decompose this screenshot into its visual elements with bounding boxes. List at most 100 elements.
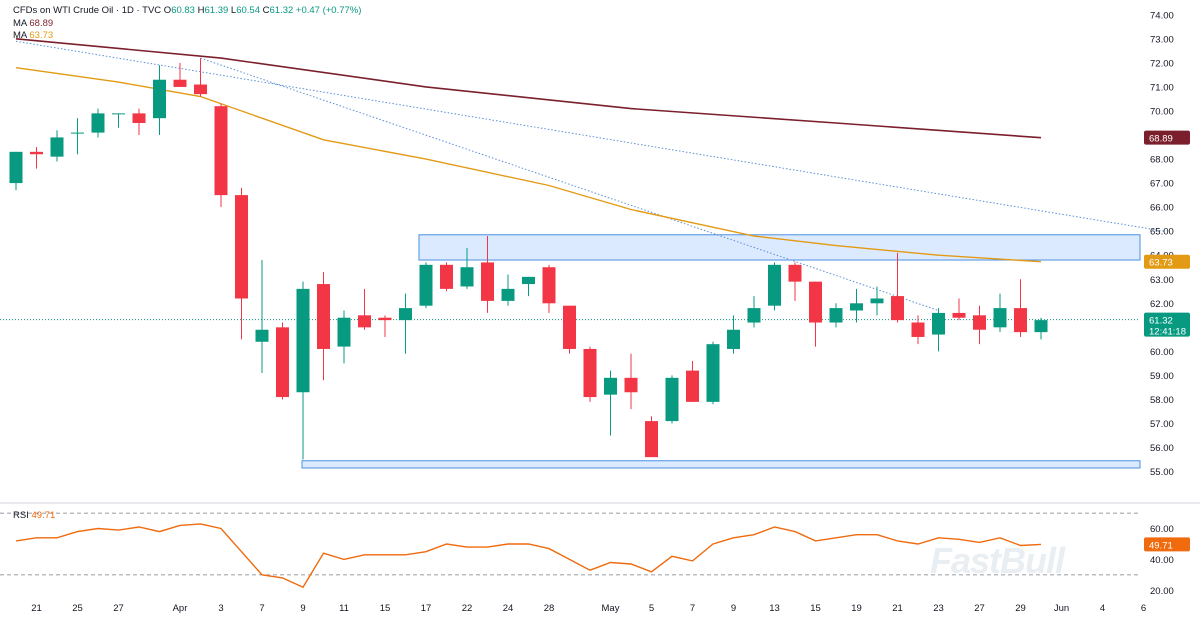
candle-body: [788, 264, 802, 282]
date-axis-label: 11: [339, 603, 349, 614]
price-axis-label: 65.00: [1150, 227, 1174, 238]
open-value: 60.83: [171, 5, 195, 16]
candle-body: [932, 312, 945, 335]
price-axis-label: 63.00: [1150, 275, 1174, 286]
ma-long-legend[interactable]: MA 68.89: [13, 18, 53, 29]
ma-short-label: MA: [13, 30, 27, 41]
ma-long-price-tag: [1144, 130, 1190, 145]
candle-body: [50, 137, 64, 157]
date-axis-label: 19: [851, 603, 862, 614]
candle-body: [768, 264, 781, 306]
candle-body: [645, 421, 658, 458]
symbol-title: CFDs on WTI Crude Oil · 1D · TVC: [13, 5, 162, 16]
rsi-line: [15, 523, 1042, 589]
candle-body: [993, 308, 1007, 328]
date-axis-label: 9: [300, 603, 305, 614]
ma-short-price-tag-text: 63.73: [1149, 258, 1173, 269]
price-axis-label: 56.00: [1150, 443, 1174, 454]
candle-body: [194, 84, 207, 95]
candle-body: [973, 315, 986, 330]
rsi-legend[interactable]: RSI 49.71: [13, 510, 55, 521]
candle-body: [337, 317, 351, 347]
rsi-axis-label: 20.00: [1150, 586, 1174, 597]
high-value: 61.39: [204, 5, 229, 16]
candle-body: [358, 315, 371, 328]
candle-body: [809, 281, 822, 323]
date-axis-label: 21: [892, 603, 903, 614]
candle-body: [522, 276, 535, 285]
price-axis-label: 55.00: [1150, 467, 1174, 478]
rsi-label: RSI: [13, 510, 29, 521]
candle-body: [112, 113, 125, 115]
candle-body: [706, 344, 720, 402]
ma-short-legend[interactable]: MA 63.73: [13, 30, 53, 41]
date-axis-label: 17: [421, 603, 432, 614]
date-axis-label: 7: [690, 603, 695, 614]
candle-body: [665, 377, 679, 422]
trendline: [15, 40, 1165, 232]
date-axis-label: May: [602, 603, 620, 614]
candle-body: [173, 79, 187, 87]
candle-body: [563, 305, 576, 349]
candles-layer: [9, 58, 1048, 460]
watermark: FastBull: [930, 540, 1065, 581]
candle-body: [71, 132, 84, 134]
candle-body: [481, 262, 494, 301]
candle-body: [9, 151, 23, 184]
rsi-axis-label: 40.00: [1150, 555, 1174, 566]
date-axis-label: 15: [810, 603, 821, 614]
close-label: C: [262, 5, 270, 16]
ma-short-line: [15, 67, 1042, 263]
support-zone: [301, 460, 1141, 469]
date-axis-label: 3: [218, 603, 223, 614]
last-price-tag-text: 61.32: [1149, 316, 1173, 327]
date-axis-label: 6: [1141, 603, 1146, 614]
candle-body: [829, 308, 843, 323]
candle-body: [870, 298, 884, 304]
candle-body: [214, 106, 228, 196]
date-axis-label: 29: [1015, 603, 1026, 614]
price-axis-label: 72.00: [1150, 58, 1174, 69]
rsi-value-tag-text: 49.71: [1149, 540, 1173, 551]
candle-body: [317, 284, 330, 349]
date-axis-label: 25: [72, 603, 83, 614]
last-price-tag-text: 12:41:18: [1149, 327, 1186, 338]
candle-body: [276, 327, 289, 398]
candle-body: [235, 195, 248, 299]
date-axis-label: 5: [649, 603, 654, 614]
candle-body: [952, 312, 966, 318]
candle-body: [501, 288, 515, 301]
candle-body: [850, 303, 863, 311]
price-axis-label: 68.00: [1150, 155, 1174, 166]
date-axis-label: 15: [380, 603, 391, 614]
candle-body: [911, 322, 925, 337]
date-axis-label: Apr: [173, 603, 188, 614]
price-axis-label: 73.00: [1150, 34, 1174, 45]
candle-body: [132, 113, 146, 123]
candle-body: [542, 267, 556, 304]
candle-body: [255, 329, 269, 342]
price-axis-label: 62.00: [1150, 299, 1174, 310]
chart-header: CFDs on WTI Crude Oil · 1D · TVC O60.83 …: [13, 5, 361, 16]
candle-body: [891, 296, 904, 321]
rsi-value-tag: [1144, 537, 1190, 552]
candle-body: [624, 377, 638, 393]
date-axis-label: 13: [769, 603, 780, 614]
ma-long-value: 68.89: [29, 18, 54, 29]
candle-body: [378, 317, 392, 321]
candle-body: [91, 113, 105, 133]
trendline: [200, 57, 939, 311]
candle-body: [419, 264, 433, 306]
date-axis-label: 27: [974, 603, 985, 614]
date-axis-label: 23: [933, 603, 944, 614]
candle-body: [604, 377, 617, 395]
last-price-tag: [1144, 312, 1190, 337]
ma-long-line: [15, 38, 1042, 139]
close-value: 61.32: [269, 5, 294, 16]
price-axis-label: 58.00: [1150, 395, 1174, 406]
price-axis-label: 59.00: [1150, 371, 1174, 382]
price-axis-label: 60.00: [1150, 347, 1174, 358]
candle-body: [583, 348, 597, 398]
candle-body: [30, 151, 43, 155]
